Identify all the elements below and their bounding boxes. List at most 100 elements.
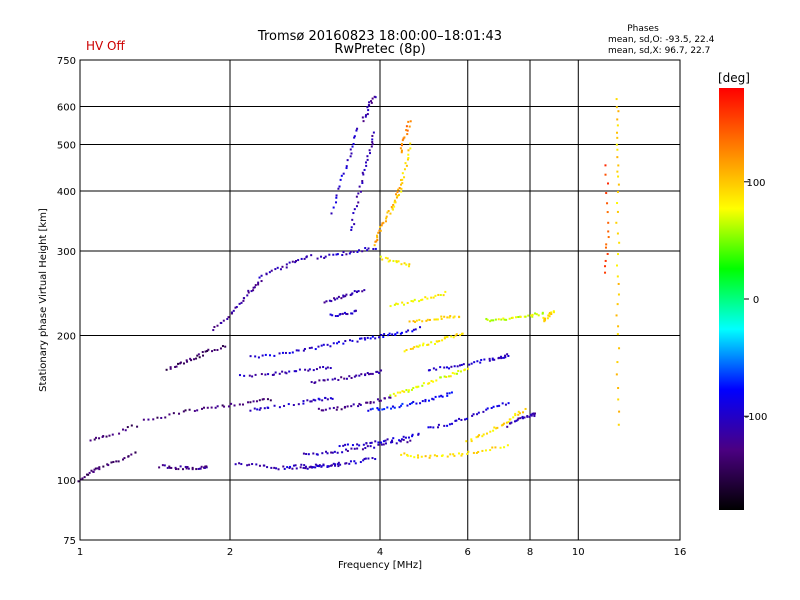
data-point	[485, 317, 488, 320]
data-point	[357, 201, 360, 204]
data-point	[374, 458, 377, 461]
data-point	[303, 257, 306, 260]
data-point	[345, 448, 348, 451]
data-point	[83, 476, 86, 479]
data-point	[548, 311, 551, 314]
data-point	[524, 407, 527, 410]
data-point	[337, 187, 340, 190]
data-point	[371, 457, 374, 460]
data-point	[324, 408, 327, 411]
data-point	[288, 370, 291, 373]
data-point	[412, 328, 415, 331]
data-point	[408, 125, 411, 128]
data-point	[214, 406, 217, 409]
data-point	[616, 202, 619, 205]
data-point	[206, 406, 209, 409]
data-point	[343, 311, 346, 314]
data-point	[312, 452, 315, 455]
data-point	[264, 373, 267, 376]
data-point	[359, 403, 362, 406]
data-point	[337, 295, 340, 298]
data-point	[318, 464, 321, 467]
data-point	[434, 294, 437, 297]
data-point	[484, 449, 487, 452]
y-tick-label: 200	[57, 332, 76, 343]
data-point	[418, 318, 421, 321]
data-point	[216, 324, 219, 327]
data-point	[521, 415, 524, 418]
data-point	[424, 400, 427, 403]
data-point	[396, 195, 399, 198]
x-tick-label: 6	[465, 547, 471, 558]
data-point	[383, 333, 386, 336]
data-point	[302, 466, 305, 469]
data-point	[336, 406, 339, 409]
data-point	[616, 136, 619, 139]
data-point	[517, 316, 520, 319]
data-point	[238, 374, 241, 377]
data-point	[615, 373, 618, 376]
data-point	[342, 172, 345, 175]
data-point	[380, 441, 383, 444]
data-point	[414, 328, 417, 331]
data-point	[446, 335, 449, 338]
chart-subtitle: RwPretec (8p)	[334, 42, 425, 57]
data-point	[105, 435, 108, 438]
data-point	[344, 462, 347, 465]
data-point	[351, 339, 354, 342]
data-point	[429, 426, 432, 429]
data-point	[335, 253, 338, 256]
chart-title: Tromsø 20160823 18:00:00–18:01:43	[257, 29, 502, 44]
data-point	[353, 223, 356, 226]
data-point	[504, 403, 507, 406]
data-point	[197, 353, 200, 356]
data-point	[358, 374, 361, 377]
data-point	[453, 315, 456, 318]
data-point	[412, 300, 415, 303]
data-point	[409, 142, 412, 145]
data-point	[306, 399, 309, 402]
data-point	[503, 422, 506, 425]
data-point	[440, 394, 443, 397]
data-point	[356, 443, 359, 446]
data-point	[334, 298, 337, 301]
data-point	[387, 210, 390, 213]
data-point	[367, 247, 370, 250]
data-point	[411, 435, 414, 438]
data-point	[247, 401, 250, 404]
data-point	[351, 145, 354, 148]
data-point	[358, 444, 361, 447]
data-point	[310, 381, 313, 384]
data-point	[281, 351, 284, 354]
data-point	[390, 407, 393, 410]
data-point	[547, 314, 550, 317]
data-point	[463, 418, 466, 421]
data-point	[322, 343, 325, 346]
data-point	[434, 395, 437, 398]
data-point	[293, 370, 296, 373]
data-point	[316, 453, 319, 456]
data-point	[493, 358, 496, 361]
data-point	[187, 467, 190, 470]
data-point	[346, 313, 349, 316]
data-point	[405, 389, 408, 392]
data-point	[304, 368, 307, 371]
data-point	[616, 361, 619, 364]
data-point	[102, 465, 105, 468]
data-point	[393, 303, 396, 306]
data-point	[273, 404, 276, 407]
data-point	[260, 373, 263, 376]
data-point	[185, 467, 188, 470]
data-point	[366, 158, 369, 161]
data-point	[136, 425, 139, 428]
data-point	[500, 355, 503, 358]
data-point	[465, 417, 468, 420]
data-point	[405, 349, 408, 352]
data-point	[615, 221, 618, 224]
data-point	[257, 281, 260, 284]
data-point	[530, 314, 533, 317]
data-point	[617, 387, 620, 390]
data-point	[409, 147, 412, 150]
data-point	[231, 311, 234, 314]
data-point	[152, 418, 155, 421]
